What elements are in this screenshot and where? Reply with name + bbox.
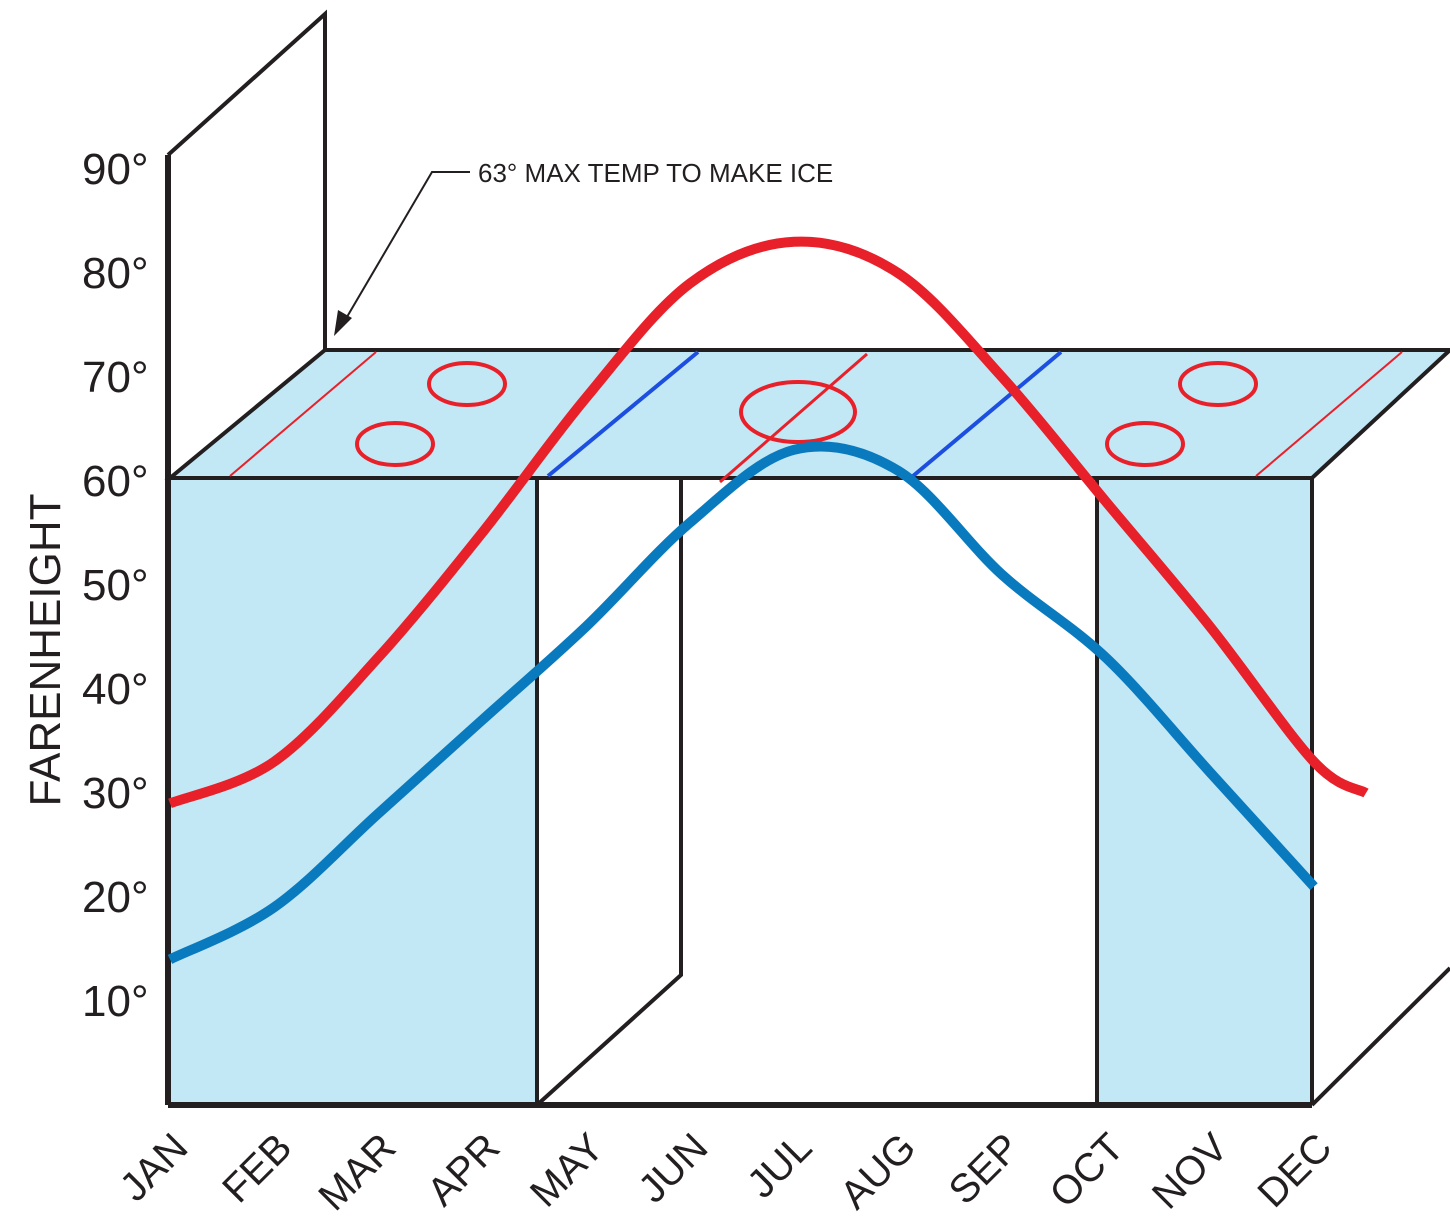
x-tick-label: AUG [832, 1125, 924, 1217]
rink-blue-line-left [546, 350, 700, 478]
rink-blue-line-right [911, 350, 1063, 478]
y-tick-label: 80° [82, 249, 149, 298]
y-tick-label: 60° [82, 457, 149, 506]
x-tick-label: JUL [739, 1125, 820, 1206]
x-tick-label: NOV [1144, 1125, 1237, 1218]
ice-rink-surface [164, 348, 1450, 480]
y-tick-label: 30° [82, 769, 149, 818]
rink-goal-line-right [1255, 351, 1403, 477]
center-circle [739, 380, 857, 444]
series-lines [167, 236, 1369, 964]
faceoff-circle [1178, 361, 1258, 407]
y-axis-title: FARENHEIGHT [21, 494, 70, 807]
ice-panel-left [170, 478, 537, 1105]
x-tick-label: DEC [1250, 1125, 1341, 1216]
base-depth-edge [1310, 966, 1450, 1107]
series-line-red [168, 236, 1369, 809]
rink-center-line [719, 352, 868, 484]
ice-panel-right [1097, 478, 1312, 1105]
x-tick-label: JAN [112, 1125, 197, 1210]
x-tick-label: MAR [310, 1125, 404, 1219]
x-tick-label: JUN [630, 1125, 716, 1211]
y-tick-label: 70° [82, 353, 149, 402]
faceoff-circle [1105, 421, 1185, 467]
series-line-blue [167, 441, 1318, 964]
x-tick-labels: JAN FEB MAR APR MAY JUN JUL AUG SEP OCT NOV DEC [112, 1125, 1341, 1219]
x-tick-label: SEP [941, 1125, 1029, 1213]
back-wall [166, 9, 327, 350]
x-tick-label: MAY [522, 1125, 612, 1215]
x-tick-label: APR [419, 1125, 508, 1214]
y-tick-label: 20° [82, 873, 149, 922]
annotation-leader-line [343, 171, 470, 323]
annotation-arrowhead [334, 310, 352, 336]
rink-goal-line-left [229, 351, 377, 477]
threshold-annotation: 63° MAX TEMP TO MAKE ICE [334, 158, 833, 336]
faceoff-circle [355, 421, 435, 467]
faceoff-circle [427, 361, 507, 407]
y-tick-labels: 10° 20° 30° 40° 50° 60° 70° 80° 90° [82, 145, 149, 1026]
ice-box [164, 9, 1450, 1108]
y-tick-label: 40° [82, 665, 149, 714]
annotation-text: 63° MAX TEMP TO MAKE ICE [478, 158, 833, 188]
y-tick-label: 10° [82, 977, 149, 1026]
x-tick-label: FEB [214, 1125, 300, 1211]
x-tick-label: OCT [1042, 1125, 1133, 1216]
y-tick-label: 90° [82, 145, 149, 194]
y-tick-label: 50° [82, 561, 149, 610]
door-panel [535, 478, 683, 1107]
